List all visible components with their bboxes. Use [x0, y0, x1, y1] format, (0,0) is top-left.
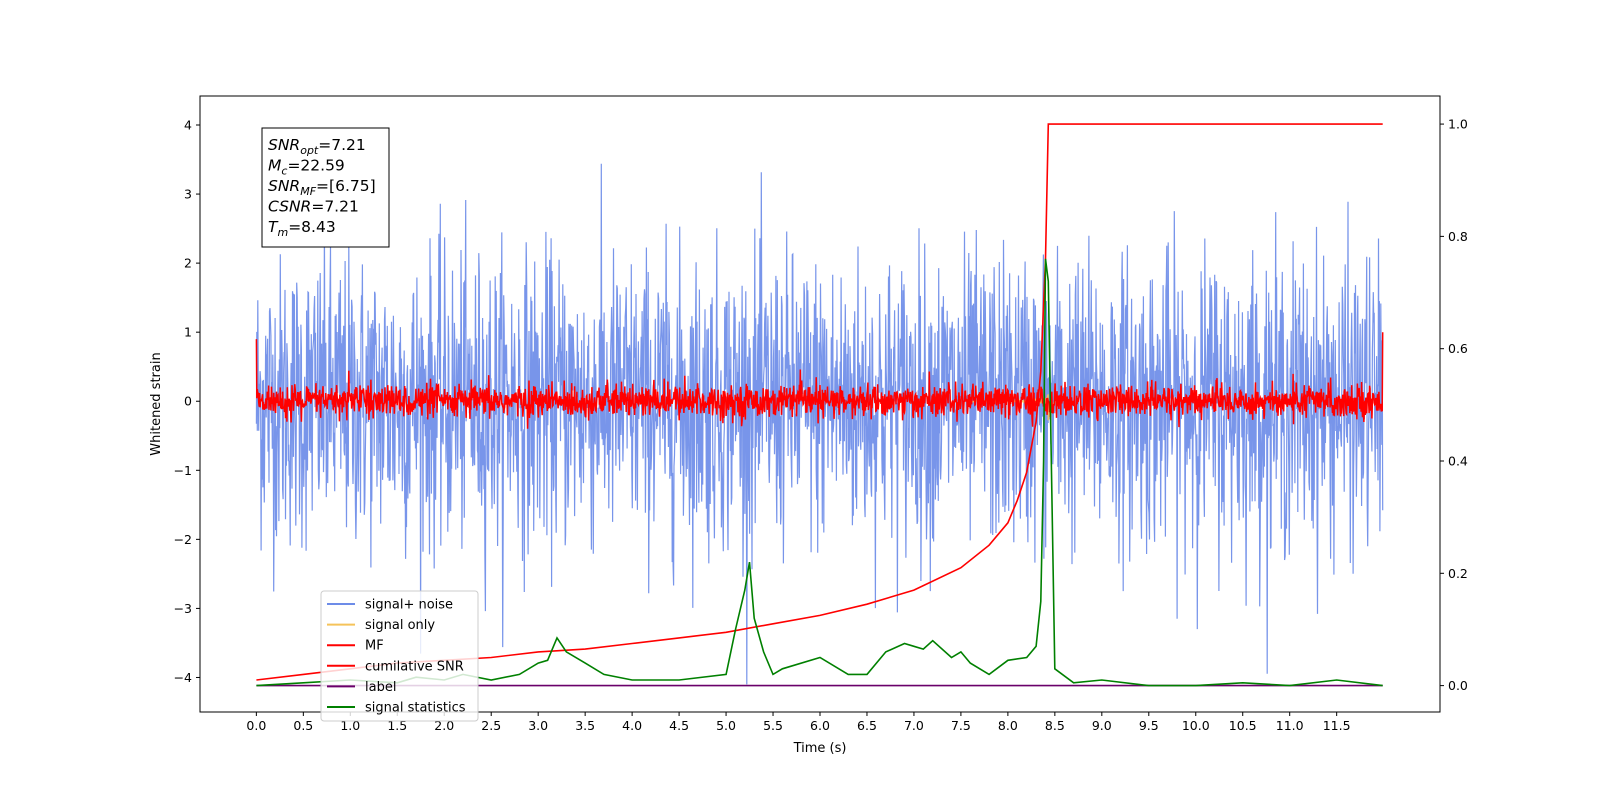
legend-label: signal+ noise: [365, 598, 453, 613]
series-signal-statistics: [256, 258, 1383, 687]
x-tick-label: 10.5: [1229, 718, 1257, 733]
x-tick-label: 5.0: [716, 718, 736, 733]
x-tick-label: 9.0: [1092, 718, 1112, 733]
y-tick-label: 4: [184, 118, 192, 133]
x-tick-label: 5.5: [763, 718, 783, 733]
x-tick-label: 2.0: [434, 718, 454, 733]
x-axis-label: Time (s): [793, 741, 847, 756]
y-right-tick-label: 0.8: [1448, 229, 1468, 244]
annotation-line: SNRopt=7.21: [268, 136, 366, 157]
y-tick-label: 3: [184, 187, 192, 202]
x-tick-label: 9.5: [1139, 718, 1159, 733]
annotation-box: SNRopt=7.21Mc=22.59SNRMF=[6.75]CSNR=7.21…: [261, 127, 390, 248]
x-tick-label: 7.5: [951, 718, 971, 733]
x-tick-label: 4.5: [669, 718, 689, 733]
annotation-line: SNRMF=[6.75]: [268, 177, 376, 198]
x-tick-label: 6.0: [810, 718, 830, 733]
y-axis-label: Whitened strain: [149, 352, 164, 455]
legend-label: label: [365, 680, 396, 695]
series-mf: [255, 332, 1384, 429]
x-tick-label: 10.0: [1182, 718, 1210, 733]
x-tick-label: 1.5: [387, 718, 407, 733]
x-tick-label: 8.5: [1045, 718, 1065, 733]
legend-label: MF: [365, 639, 384, 654]
annotation-line: Mc=22.59: [268, 157, 345, 178]
y-right-tick-label: 0.2: [1448, 566, 1468, 581]
legend: signal+ noise signal only MF cumilative SNR…: [320, 590, 479, 722]
axes-layer: 0.0 0.5 1.0 1.5 2.0 2.5 3.0 3.5 4.0 4.5 5.0 5.5 6.0 6…: [174, 117, 1468, 733]
y-tick-label: 0: [184, 394, 192, 409]
y-tick-label: −3: [174, 601, 192, 616]
x-tick-label: 0.0: [246, 718, 266, 733]
legend-label: signal statistics: [365, 701, 466, 716]
legend-frame: [320, 590, 479, 722]
y-tick-label: 1: [184, 325, 192, 340]
x-tick-label: 11.0: [1276, 718, 1304, 733]
x-tick-label: 8.0: [998, 718, 1018, 733]
annotation-frame: [261, 127, 390, 248]
x-tick-label: 11.5: [1323, 718, 1351, 733]
x-tick-label: 1.0: [340, 718, 360, 733]
x-tick-label: 7.0: [904, 718, 924, 733]
series-signal-noise: [255, 163, 1384, 685]
y-tick-label: 2: [184, 256, 192, 271]
x-tick-label: 0.5: [293, 718, 313, 733]
y-right-tick-label: 0.4: [1448, 453, 1468, 468]
y-tick-label: −1: [174, 463, 192, 478]
annotation-line: CSNR=7.21: [268, 198, 359, 216]
x-tick-label: 6.5: [857, 718, 877, 733]
annotation-line: Tm=8.43: [268, 218, 336, 239]
y-tick-label: −4: [174, 670, 192, 685]
legend-label: cumilative SNR: [365, 659, 464, 674]
x-tick-label: 3.0: [528, 718, 548, 733]
legend-label: signal only: [365, 618, 435, 633]
y-right-tick-label: 1.0: [1448, 117, 1468, 132]
x-tick-label: 3.5: [575, 718, 595, 733]
y-right-tick-label: 0.6: [1448, 341, 1468, 356]
y-right-tick-label: 0.0: [1448, 678, 1468, 693]
y-tick-label: −2: [174, 532, 192, 547]
x-tick-label: 4.0: [622, 718, 642, 733]
x-tick-label: 2.5: [481, 718, 501, 733]
